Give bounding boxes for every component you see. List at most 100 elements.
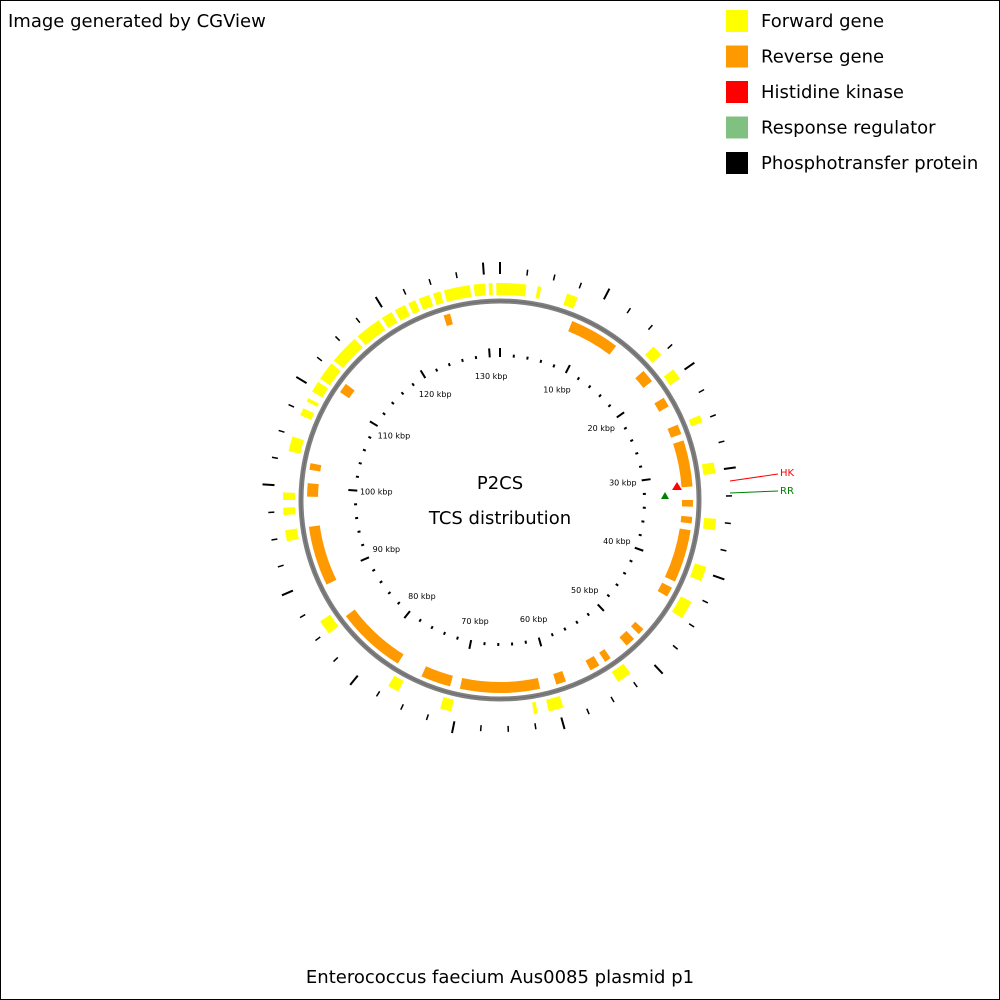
inner-tick xyxy=(616,411,625,419)
gene xyxy=(288,436,304,454)
gene xyxy=(654,397,669,412)
inner-tick xyxy=(387,591,392,595)
inner-tick xyxy=(598,393,602,398)
legend-swatch xyxy=(726,81,748,103)
outer-tick xyxy=(428,278,432,286)
gene xyxy=(664,528,691,582)
gene xyxy=(388,675,404,692)
outer-tick xyxy=(626,307,632,314)
outer-tick xyxy=(688,623,695,628)
scale-label: 70 kbp xyxy=(461,617,489,626)
legend-label: Response regulator xyxy=(761,118,936,139)
legend-swatch xyxy=(726,152,748,174)
gene xyxy=(432,291,444,306)
inner-tick xyxy=(638,533,642,537)
inner-tick xyxy=(348,489,358,492)
gene xyxy=(473,283,486,297)
gene xyxy=(496,283,527,297)
gene xyxy=(635,370,653,388)
outer-tick xyxy=(400,703,405,711)
outer-tick xyxy=(653,664,664,675)
gene xyxy=(701,462,716,476)
outer-tick xyxy=(610,696,615,703)
gene xyxy=(671,596,692,619)
outer-tick xyxy=(712,574,725,581)
scale-label: 130 kbp xyxy=(475,372,508,381)
gene xyxy=(381,312,398,329)
hk-label: HK xyxy=(780,468,795,479)
outer-tick xyxy=(332,656,339,663)
inner-tick xyxy=(552,364,556,368)
outer-tick xyxy=(295,376,308,384)
outer-tick xyxy=(425,714,430,721)
outer-tick xyxy=(349,674,359,686)
gene xyxy=(339,383,355,399)
inner-tick xyxy=(563,627,567,631)
legend-label: Phosphotransfer protein xyxy=(761,153,978,174)
inner-tick xyxy=(524,640,528,644)
gene xyxy=(440,697,454,712)
gene xyxy=(535,286,542,299)
scale-label: 90 kbp xyxy=(373,545,401,554)
inner-tick xyxy=(606,593,611,598)
outer-tick xyxy=(534,723,537,730)
legend-swatch xyxy=(726,45,748,68)
outer-tick xyxy=(667,343,673,350)
outer-tick xyxy=(288,403,295,408)
gene xyxy=(408,300,420,315)
credit: Image generated by CGView xyxy=(8,11,266,32)
gene xyxy=(553,671,567,685)
inner-tick xyxy=(564,364,571,374)
outer-tick xyxy=(552,274,556,281)
inner-tick xyxy=(435,368,439,372)
gene xyxy=(283,492,296,500)
center-subtitle: TCS distribution xyxy=(428,508,571,529)
outer-tick xyxy=(720,548,727,552)
inner-tick xyxy=(367,435,372,439)
inner-tick xyxy=(371,568,376,572)
outer-tick xyxy=(683,361,695,371)
inner-tick xyxy=(390,401,395,405)
legend-label: Forward gene xyxy=(761,11,884,32)
scale-label: 50 kbp xyxy=(571,586,599,595)
gene xyxy=(421,666,453,687)
inner-tick xyxy=(607,403,612,408)
inner-tick xyxy=(576,376,581,381)
rr-pointer xyxy=(729,490,779,494)
inner-tick xyxy=(550,632,554,637)
scale-label: 10 kbp xyxy=(543,385,571,394)
inner-tick xyxy=(629,559,633,563)
gene xyxy=(619,630,635,646)
inner-tick xyxy=(623,426,628,430)
inner-tick xyxy=(369,420,379,427)
gene xyxy=(333,338,363,369)
inner-tick xyxy=(635,451,639,455)
gene xyxy=(680,515,693,524)
gene xyxy=(394,304,411,321)
inner-tick xyxy=(411,382,415,387)
scale-label: 110 kbp xyxy=(378,431,411,440)
inner-tick xyxy=(622,571,627,575)
gene xyxy=(488,283,493,296)
gene xyxy=(312,381,329,398)
outer-tick xyxy=(672,644,679,650)
scale-label: 40 kbp xyxy=(603,537,631,546)
outer-tick xyxy=(334,335,341,342)
inner-tick xyxy=(379,580,383,584)
gene xyxy=(443,285,472,302)
gene xyxy=(285,528,299,542)
gene xyxy=(703,517,717,531)
inner-tick xyxy=(461,358,464,363)
outer-tick xyxy=(603,288,611,300)
gene xyxy=(681,500,693,507)
legend-label: Reverse gene xyxy=(761,47,884,68)
inner-tick xyxy=(587,384,592,389)
outer-tick xyxy=(479,725,482,732)
gene xyxy=(357,320,386,346)
outer-tick xyxy=(314,636,321,642)
gene xyxy=(563,293,578,309)
inner-tick xyxy=(403,610,411,619)
backbone-edge xyxy=(300,300,700,700)
outer-tick xyxy=(451,721,456,734)
